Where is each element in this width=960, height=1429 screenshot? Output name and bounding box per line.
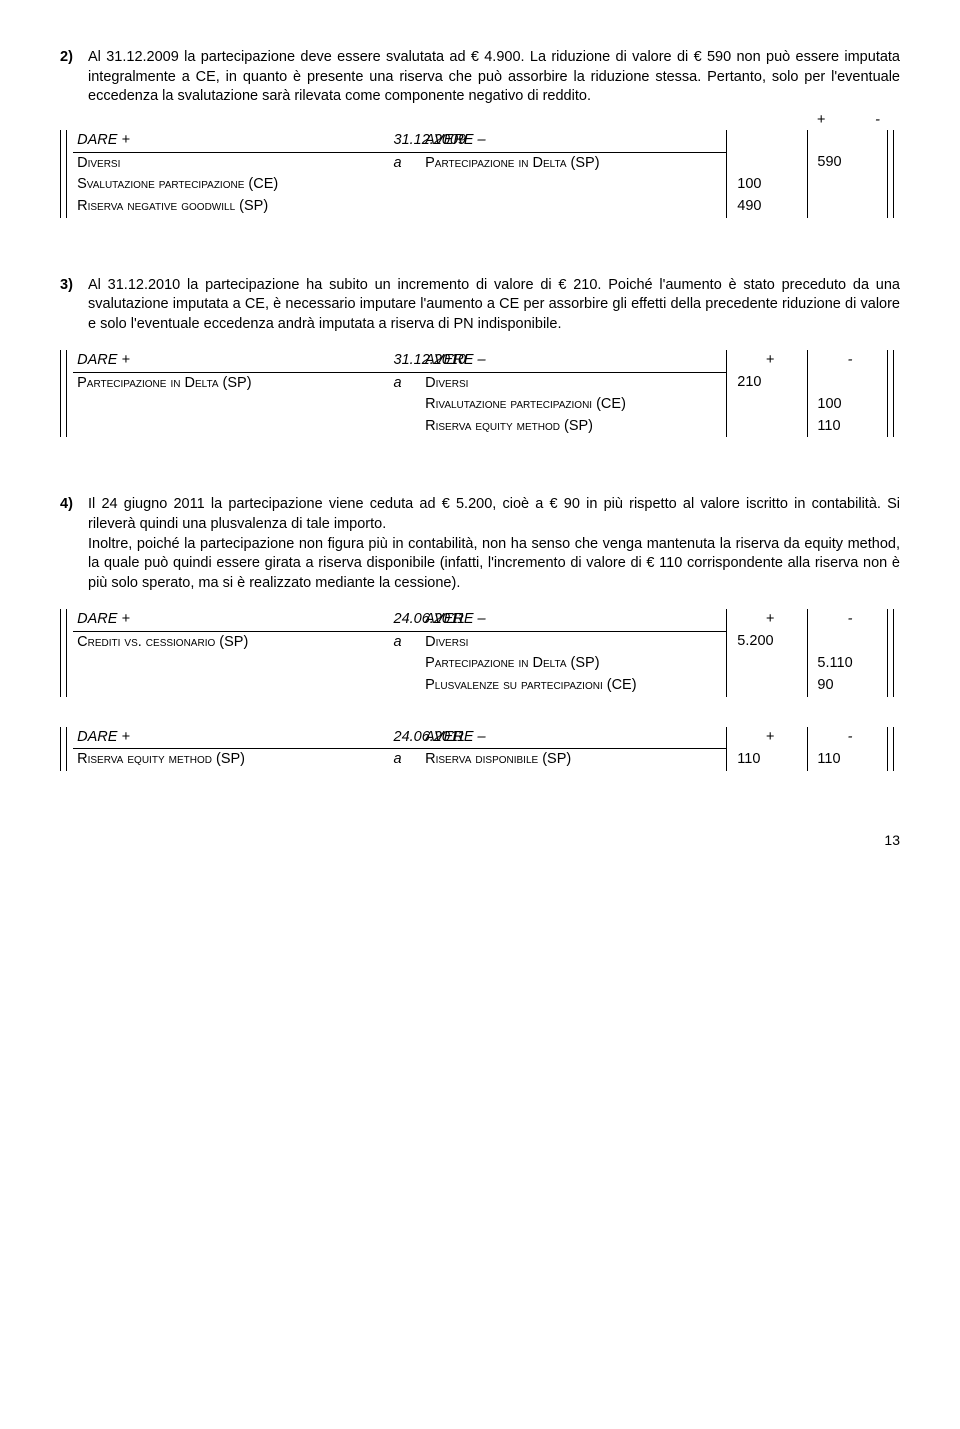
journal-date: 31.12.2009 xyxy=(390,130,422,152)
account-right: Plusvalenze su partecipazioni (CE) xyxy=(421,675,727,697)
avere-label: AVERE – xyxy=(421,130,727,152)
journal-row: Diversi a Partecipazione in Delta (SP) 5… xyxy=(61,152,901,174)
dare-label: DARE + xyxy=(73,727,389,749)
journal-entry-3: DARE + 24.06.2011 AVERE – + - Crediti vs… xyxy=(60,609,900,696)
amount-debit: 110 xyxy=(733,749,807,771)
para-text: Al 31.12.2009 la partecipazione deve ess… xyxy=(88,48,900,107)
a: a xyxy=(390,631,422,653)
para-num: 4) xyxy=(60,495,88,593)
paragraph-3: 3) Al 31.12.2010 la partecipazione ha su… xyxy=(60,276,900,335)
dare-label: DARE + xyxy=(73,609,389,631)
minus: - xyxy=(813,350,887,372)
account-right: Rivalutazione partecipazioni (CE) xyxy=(421,394,727,416)
journal-row: Partecipazione in Delta (SP) 5.110 xyxy=(61,653,901,675)
amount-credit: 90 xyxy=(813,675,887,697)
amount-debit: 210 xyxy=(733,372,807,394)
account-left: Crediti vs. cessionario (SP) xyxy=(73,631,389,653)
journal-row: Svalutazione partecipazione (CE) 100 xyxy=(61,174,901,196)
account-right: Riserva equity method (SP) xyxy=(421,416,727,438)
para-text: Il 24 giugno 2011 la partecipazione vien… xyxy=(88,495,900,593)
journal-header: DARE + 31.12.2009 AVERE – xyxy=(61,130,901,152)
amount-credit xyxy=(813,372,887,394)
amount-debit: 5.200 xyxy=(733,631,807,653)
account-right: Riserva disponibile (SP) xyxy=(421,749,727,771)
paragraph-2: 2) Al 31.12.2009 la partecipazione deve … xyxy=(60,48,900,107)
journal-date: 24.06.2011 xyxy=(390,609,422,631)
amount-debit: 100 xyxy=(733,174,807,196)
journal-row: Riserva equity method (SP) 110 xyxy=(61,416,901,438)
journal-date: 24.06.2011 xyxy=(390,727,422,749)
account-left: Riserva equity method (SP) xyxy=(73,749,389,771)
journal-row: Plusvalenze su partecipazioni (CE) 90 xyxy=(61,675,901,697)
journal-header: DARE + 24.06.2011 AVERE – + - xyxy=(61,727,901,749)
para-text-1: Il 24 giugno 2011 la partecipazione vien… xyxy=(88,496,900,532)
para-num: 3) xyxy=(60,276,88,335)
amount-credit: 590 xyxy=(813,152,887,174)
avere-label: AVERE – xyxy=(421,350,727,372)
journal-entry-4: DARE + 24.06.2011 AVERE – + - Riserva eq… xyxy=(60,727,900,771)
para-num: 2) xyxy=(60,48,88,107)
account-left: Svalutazione partecipazione (CE) xyxy=(73,174,389,196)
journal-header: DARE + 31.12.2010 AVERE – + - xyxy=(61,350,901,372)
journal-row: Partecipazione in Delta (SP) a Diversi 2… xyxy=(61,372,901,394)
amount-credit: 100 xyxy=(813,394,887,416)
minus: - xyxy=(875,111,880,131)
account-left: Diversi xyxy=(73,152,389,174)
minus: - xyxy=(813,727,887,749)
account-left: Partecipazione in Delta (SP) xyxy=(73,372,389,394)
amount-credit xyxy=(813,196,887,218)
amount-credit xyxy=(813,174,887,196)
journal-entry-1: DARE + 31.12.2009 AVERE – Diversi a Part… xyxy=(60,130,900,217)
journal-row: Riserva negative goodwill (SP) 490 xyxy=(61,196,901,218)
amount-credit: 110 xyxy=(813,416,887,438)
plus: + xyxy=(733,350,807,372)
plus: + xyxy=(817,111,825,131)
avere-label: AVERE – xyxy=(421,609,727,631)
a: a xyxy=(390,749,422,771)
para-text: Al 31.12.2010 la partecipazione ha subit… xyxy=(88,276,900,335)
dare-label: DARE + xyxy=(73,350,389,372)
account-right: Partecipazione in Delta (SP) xyxy=(421,152,727,174)
dare-label: DARE + xyxy=(73,130,389,152)
journal-date: 31.12.2010 xyxy=(390,350,422,372)
amount-debit: 490 xyxy=(733,196,807,218)
plus: + xyxy=(733,727,807,749)
journal-row: Crediti vs. cessionario (SP) a Diversi 5… xyxy=(61,631,901,653)
amount-credit: 110 xyxy=(813,749,887,771)
account-right: Diversi xyxy=(421,372,727,394)
a: a xyxy=(390,372,422,394)
journal-row: Riserva equity method (SP) a Riserva dis… xyxy=(61,749,901,771)
para-text-2: Inoltre, poiché la partecipazione non fi… xyxy=(88,536,900,591)
amount-credit xyxy=(813,631,887,653)
journal-row: Rivalutazione partecipazioni (CE) 100 xyxy=(61,394,901,416)
a: a xyxy=(390,152,422,174)
journal-entry-2: DARE + 31.12.2010 AVERE – + - Partecipaz… xyxy=(60,350,900,437)
avere-label: AVERE – xyxy=(421,727,727,749)
account-right: Partecipazione in Delta (SP) xyxy=(421,653,727,675)
plus-minus-row: + - xyxy=(60,111,900,131)
account-left: Riserva negative goodwill (SP) xyxy=(73,196,389,218)
amount-credit: 5.110 xyxy=(813,653,887,675)
plus: + xyxy=(733,609,807,631)
page-number: 13 xyxy=(60,831,900,850)
minus: - xyxy=(813,609,887,631)
amount-debit xyxy=(733,152,807,174)
paragraph-4: 4) Il 24 giugno 2011 la partecipazione v… xyxy=(60,495,900,593)
journal-header: DARE + 24.06.2011 AVERE – + - xyxy=(61,609,901,631)
account-right: Diversi xyxy=(421,631,727,653)
